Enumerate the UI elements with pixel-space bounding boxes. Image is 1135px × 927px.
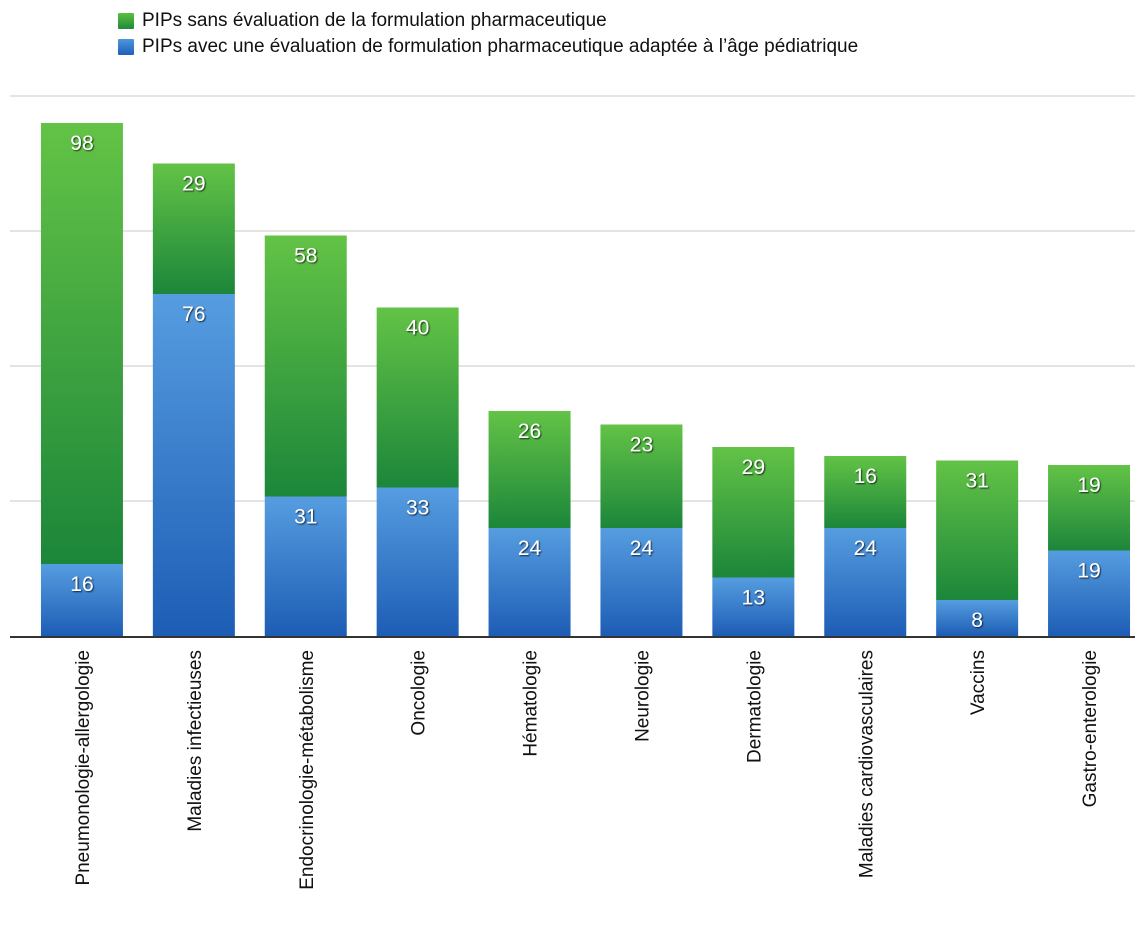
legend-label-avec-evaluation: PIPs avec une évaluation de formulation … (142, 36, 859, 57)
bar-segment-sans-evaluation (376, 307, 459, 488)
bar-segment-sans-evaluation (712, 447, 795, 578)
bar-segment-sans-evaluation (936, 460, 1019, 600)
bar-segment-sans-evaluation (1048, 465, 1131, 551)
x-tick-label: Endocrinologie-métabolisme (297, 650, 318, 890)
data-label-sans-evaluation: 29 (742, 456, 765, 479)
bar-segment-avec-evaluation (40, 564, 123, 636)
data-label-avec-evaluation: 31 (294, 506, 317, 529)
x-tick-label: Neurologie (632, 650, 653, 742)
data-label-sans-evaluation: 26 (518, 420, 541, 443)
data-label-avec-evaluation: 24 (518, 537, 542, 560)
data-label-sans-evaluation: 16 (854, 465, 877, 488)
x-tick-label: Gastro-enterologie (1080, 650, 1101, 807)
bar-segment-avec-evaluation (600, 528, 683, 636)
data-label-avec-evaluation: 13 (742, 587, 765, 610)
data-label-sans-evaluation: 23 (630, 434, 653, 457)
bar-segment-avec-evaluation (264, 496, 347, 636)
bar-segment-avec-evaluation (712, 577, 795, 636)
x-tick-label: Vaccins (968, 650, 989, 715)
data-label-avec-evaluation: 16 (70, 573, 93, 596)
x-tick-label: Dermatologie (744, 650, 765, 763)
bar-segment-avec-evaluation (1048, 550, 1131, 636)
data-label-avec-evaluation: 8 (971, 609, 983, 632)
bar-segment-avec-evaluation (152, 294, 235, 636)
bar-segment-sans-evaluation (264, 235, 347, 497)
data-label-avec-evaluation: 33 (406, 497, 429, 520)
data-label-sans-evaluation: 40 (406, 317, 429, 340)
data-label-sans-evaluation: 98 (70, 132, 93, 155)
data-label-avec-evaluation: 24 (854, 537, 878, 560)
data-label-sans-evaluation: 19 (1077, 474, 1100, 497)
x-tick-label: Oncologie (409, 650, 430, 736)
data-label-avec-evaluation: 76 (182, 303, 205, 326)
bar-segment-avec-evaluation (936, 600, 1019, 636)
data-label-sans-evaluation: 58 (294, 245, 317, 268)
bar-segment-avec-evaluation (376, 487, 459, 636)
bar-segment-sans-evaluation (152, 163, 235, 294)
data-label-avec-evaluation: 19 (1077, 560, 1100, 583)
legend-swatch-blue (118, 39, 134, 55)
data-label-avec-evaluation: 24 (630, 537, 654, 560)
legend-swatch-green (118, 13, 134, 29)
data-label-sans-evaluation: 29 (182, 173, 205, 196)
x-tick-label: Maladies infectieuses (185, 650, 206, 832)
bar-segment-sans-evaluation (488, 411, 571, 528)
x-tick-label: Pneumonologie-allergologie (73, 650, 94, 886)
legend-label-sans-evaluation: PIPs sans évaluation de la formulation p… (142, 10, 607, 31)
x-tick-label: Hématologie (521, 650, 542, 757)
legend-item-avec-evaluation: PIPs avec une évaluation de formulation … (118, 34, 858, 60)
bar-segment-sans-evaluation (824, 456, 907, 528)
bar-segment-avec-evaluation (488, 528, 571, 636)
bar-segment-avec-evaluation (824, 528, 907, 636)
legend-item-sans-evaluation: PIPs sans évaluation de la formulation p… (118, 8, 858, 34)
bar-segment-sans-evaluation (40, 123, 123, 564)
x-tick-label: Maladies cardiovasculaires (856, 650, 877, 878)
data-label-sans-evaluation: 31 (965, 470, 988, 493)
bar-segment-sans-evaluation (600, 424, 683, 528)
legend: PIPs sans évaluation de la formulation p… (118, 8, 858, 60)
